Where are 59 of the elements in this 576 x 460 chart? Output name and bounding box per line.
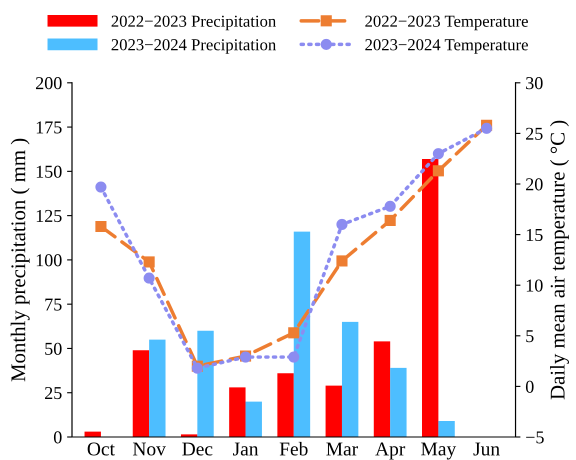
bar	[326, 386, 342, 437]
bar	[246, 402, 262, 437]
y-tick-label: 25	[45, 387, 62, 400]
point	[432, 165, 444, 176]
bar	[438, 421, 455, 437]
point	[481, 122, 492, 134]
y2-tick-label: 15	[526, 228, 543, 242]
y2-tick-label: 10	[526, 279, 543, 292]
x-tick-label: Jan	[232, 442, 258, 456]
x-tick-label: Jun	[473, 442, 500, 456]
y-tick-label: 150	[36, 166, 62, 178]
point	[95, 220, 106, 232]
y-tick-label: 100	[36, 254, 62, 266]
y2-tick-label: 5	[526, 330, 534, 342]
point	[144, 272, 155, 284]
bar	[342, 322, 358, 437]
x-tick-label: Feb	[280, 442, 308, 456]
y-tick-label: 125	[36, 210, 62, 222]
point	[336, 218, 348, 230]
point	[384, 200, 396, 212]
y2-tick-label: 0	[526, 380, 534, 393]
y-tick-label: 200	[36, 77, 62, 90]
y-tick-label: 50	[45, 342, 62, 355]
y2-tick-label: −5	[526, 431, 544, 444]
y2-tick-label: 25	[526, 128, 543, 140]
x-tick-label: May	[421, 442, 456, 460]
bar	[229, 387, 246, 437]
y-tick-label: 0	[54, 431, 62, 444]
point	[432, 148, 444, 160]
bar	[277, 373, 294, 437]
bar	[84, 432, 101, 437]
y2-axis-title: Daily mean air temperature ( °C )	[550, 120, 569, 400]
point	[336, 255, 348, 266]
point	[384, 214, 396, 226]
bar	[132, 350, 150, 437]
x-tick-label: Oct	[88, 442, 115, 456]
y-tick-label: 175	[36, 121, 62, 134]
point	[95, 181, 106, 193]
bar	[422, 158, 438, 437]
bar	[374, 341, 390, 437]
x-tick-label: Dec	[182, 442, 212, 456]
legend-label: 2023−2024 Temperature	[365, 39, 528, 54]
point	[288, 351, 300, 363]
y-axis-title: Monthly precipitation ( mm )	[10, 138, 30, 382]
legend-label: 2022−2023 Temperature	[365, 16, 528, 30]
y2-tick-label: 20	[526, 178, 543, 190]
x-tick-label: Nov	[132, 442, 166, 456]
bar	[390, 368, 407, 437]
x-tick-label: Apr	[375, 442, 406, 460]
y-tick-label: 75	[45, 298, 62, 311]
legend-label: 2022−2023 Precipitation	[112, 16, 276, 30]
x-tick-label: Mar	[326, 442, 358, 456]
legend-label: 2023−2024 Precipitation	[112, 39, 276, 54]
y2-tick-label: 30	[526, 77, 543, 90]
point	[288, 327, 300, 338]
bar	[294, 232, 310, 437]
bar	[197, 330, 214, 437]
bar	[149, 340, 166, 437]
point	[144, 256, 155, 268]
